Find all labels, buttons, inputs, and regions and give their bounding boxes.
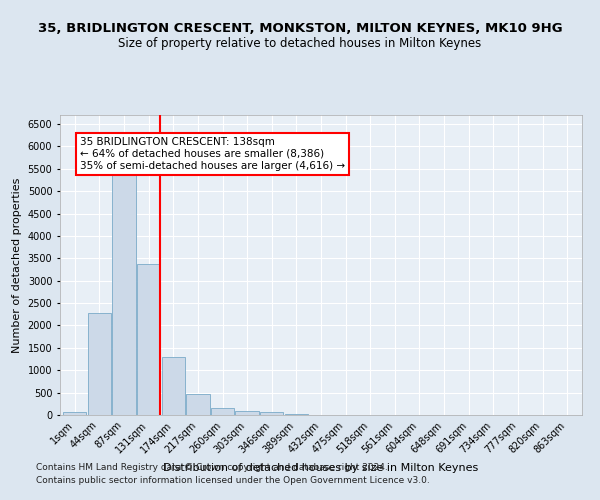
Bar (137, 264, 160, 415)
Bar (235, 412, 259, 415)
Text: Contains HM Land Registry data © Crown copyright and database right 2024.: Contains HM Land Registry data © Crown c… (36, 464, 388, 472)
Bar (112, 173, 136, 415)
Text: 35, BRIDLINGTON CRESCENT, MONKSTON, MILTON KEYNES, MK10 9HG: 35, BRIDLINGTON CRESCENT, MONKSTON, MILT… (38, 22, 562, 36)
Bar (260, 412, 283, 415)
Y-axis label: Number of detached properties: Number of detached properties (12, 178, 22, 352)
Text: 35 BRIDLINGTON CRESCENT: 138sqm
← 64% of detached houses are smaller (8,386)
35%: 35 BRIDLINGTON CRESCENT: 138sqm ← 64% of… (80, 138, 346, 170)
Bar (284, 414, 308, 415)
X-axis label: Distribution of detached houses by size in Milton Keynes: Distribution of detached houses by size … (163, 463, 479, 473)
Bar (211, 408, 234, 415)
Bar (161, 357, 185, 415)
Bar (186, 394, 209, 415)
Text: Contains public sector information licensed under the Open Government Licence v3: Contains public sector information licen… (36, 476, 430, 485)
Text: Size of property relative to detached houses in Milton Keynes: Size of property relative to detached ho… (118, 38, 482, 51)
Bar (88, 313, 111, 415)
Bar (63, 412, 86, 415)
